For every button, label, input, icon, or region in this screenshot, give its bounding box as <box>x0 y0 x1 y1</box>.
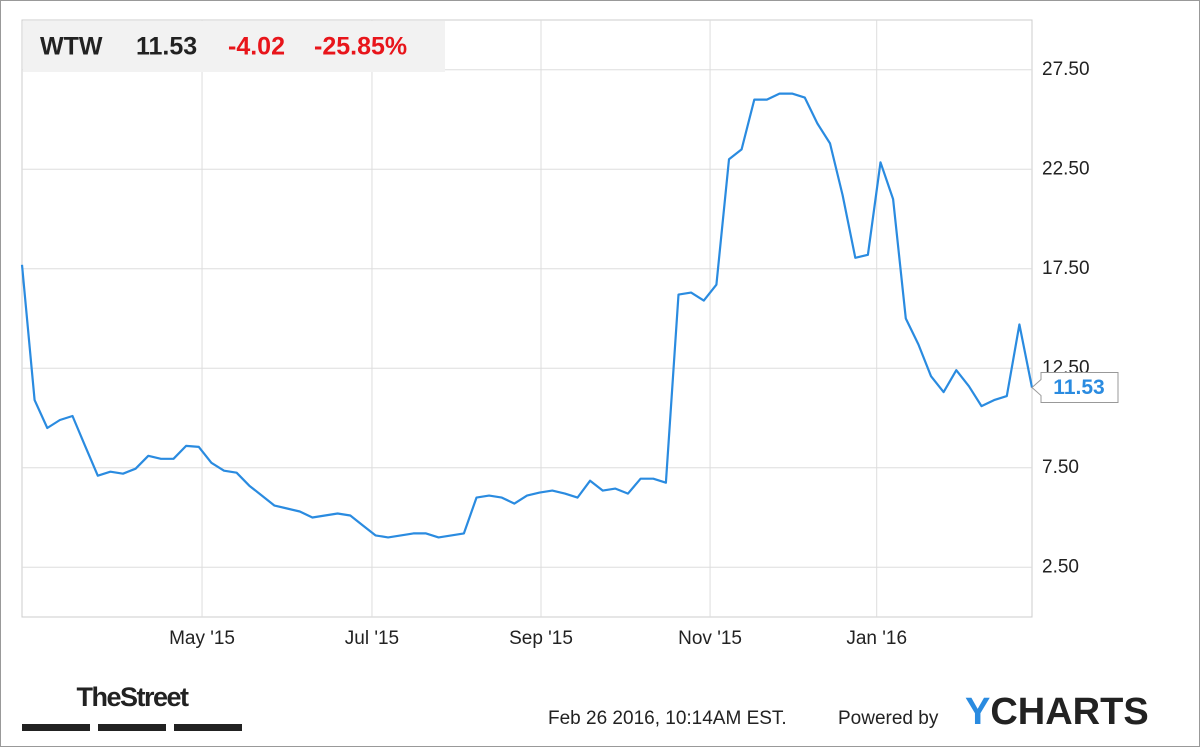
y-tick-label: 27.50 <box>1042 59 1090 80</box>
last-value-tag <box>1031 372 1119 404</box>
powered-by: Powered by <box>838 708 939 729</box>
y-tick-label: 7.50 <box>1042 457 1079 478</box>
brand-bar <box>174 724 242 731</box>
brand-bar <box>22 724 90 731</box>
price: 11.53 <box>136 33 197 61</box>
header-box <box>23 21 445 72</box>
price-line <box>20 92 1034 539</box>
x-tick-label: Sep '15 <box>509 628 573 649</box>
y-tick-label: 17.50 <box>1042 258 1090 279</box>
x-tick-label: Jan '16 <box>846 628 907 649</box>
last-value-label: 11.53 <box>1053 376 1104 399</box>
y-tick-label: 22.50 <box>1042 158 1090 179</box>
change: -4.02 <box>228 33 285 61</box>
provider: YCHARTS <box>965 691 1149 733</box>
ticker: WTW <box>40 33 103 61</box>
x-tick-label: May '15 <box>169 628 235 649</box>
brand: TheStreet <box>76 682 189 712</box>
x-tick-label: Jul '15 <box>345 628 399 649</box>
brand-bar <box>98 724 166 731</box>
timestamp: Feb 26 2016, 10:14AM EST. <box>548 708 787 729</box>
change-percent: -25.85% <box>314 33 407 61</box>
y-tick-label: 2.50 <box>1042 556 1079 577</box>
x-tick-label: Nov '15 <box>678 628 742 649</box>
grid <box>22 20 1032 617</box>
plot-area <box>21 19 1033 618</box>
